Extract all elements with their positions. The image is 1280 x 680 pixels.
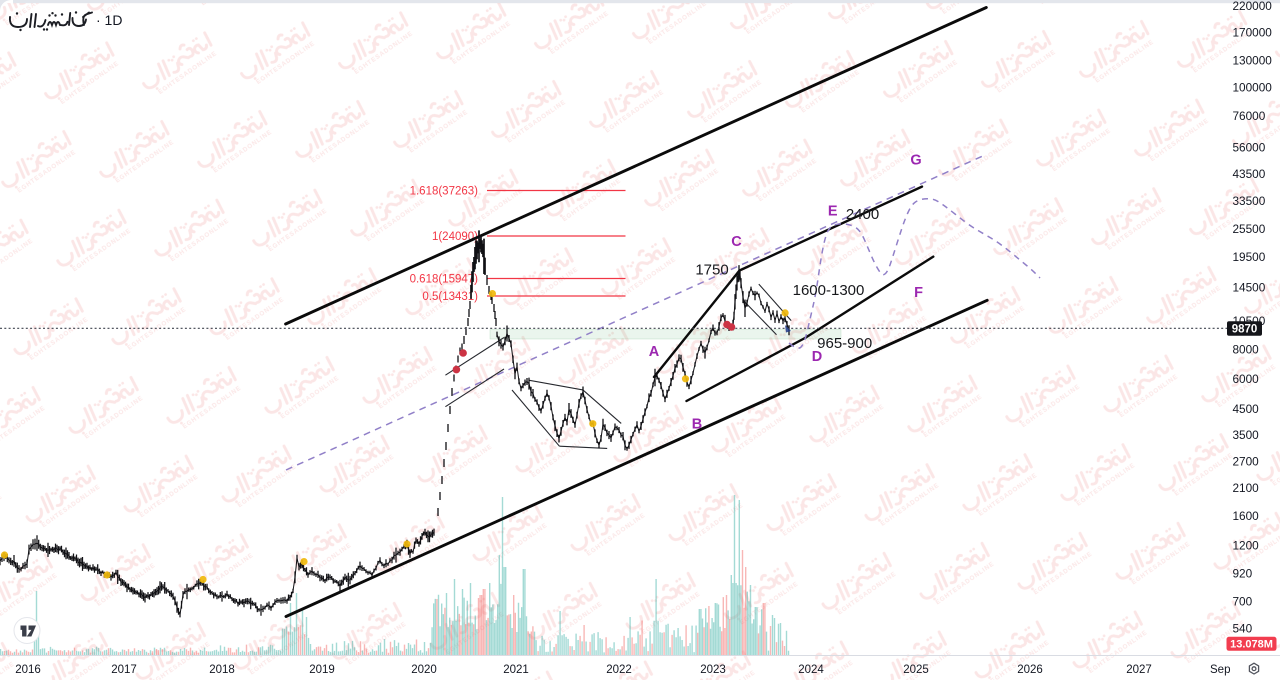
svg-text:76000: 76000: [1233, 109, 1266, 123]
svg-text:E: E: [828, 204, 838, 220]
svg-text:8000: 8000: [1233, 342, 1260, 356]
svg-text:2021: 2021: [503, 664, 529, 676]
svg-text:2016: 2016: [15, 664, 41, 676]
svg-text:1750: 1750: [695, 262, 728, 279]
svg-text:1600-1300: 1600-1300: [793, 282, 865, 299]
svg-text:A: A: [649, 344, 660, 360]
svg-text:130000: 130000: [1233, 53, 1273, 67]
svg-text:3500: 3500: [1233, 428, 1260, 442]
svg-text:2024: 2024: [798, 664, 824, 676]
svg-text:2026: 2026: [1017, 664, 1043, 676]
svg-text:9870: 9870: [1232, 323, 1258, 335]
svg-text:33500: 33500: [1233, 194, 1266, 208]
svg-text:2027: 2027: [1126, 664, 1152, 676]
svg-text:1600: 1600: [1233, 509, 1260, 523]
svg-text:2025: 2025: [903, 664, 929, 676]
svg-text:2020: 2020: [411, 664, 437, 676]
svg-text:C: C: [731, 234, 742, 250]
svg-text:2019: 2019: [309, 664, 335, 676]
svg-text:100000: 100000: [1233, 81, 1273, 95]
svg-text:0.5(13431): 0.5(13431): [422, 291, 478, 303]
svg-text:700: 700: [1233, 595, 1253, 609]
svg-text:19500: 19500: [1233, 250, 1266, 264]
svg-text:Sep: Sep: [1210, 664, 1230, 676]
svg-text:2022: 2022: [606, 664, 632, 676]
svg-text:4500: 4500: [1233, 402, 1260, 416]
svg-text:540: 540: [1233, 621, 1253, 635]
svg-text:25500: 25500: [1233, 222, 1266, 236]
svg-text:2018: 2018: [209, 664, 235, 676]
svg-text:220000: 220000: [1233, 0, 1273, 13]
svg-text:2700: 2700: [1233, 455, 1260, 469]
svg-text:1.618(37263): 1.618(37263): [410, 185, 479, 197]
svg-text:170000: 170000: [1233, 26, 1273, 40]
svg-text:56000: 56000: [1233, 141, 1266, 155]
svg-text:· 1D: · 1D: [96, 12, 122, 28]
svg-text:F: F: [914, 285, 923, 301]
svg-text:1200: 1200: [1233, 539, 1260, 553]
svg-text:965-900: 965-900: [817, 335, 872, 352]
svg-text:920: 920: [1233, 566, 1253, 580]
svg-text:2400: 2400: [846, 206, 879, 223]
svg-text:13.078M: 13.078M: [1230, 639, 1273, 651]
svg-text:D: D: [812, 349, 822, 365]
svg-text:6000: 6000: [1233, 372, 1260, 386]
svg-text:0.618(15947): 0.618(15947): [410, 273, 479, 285]
svg-text:G: G: [910, 152, 921, 168]
svg-text:2023: 2023: [700, 664, 726, 676]
svg-text:2100: 2100: [1233, 481, 1260, 495]
svg-text:43500: 43500: [1233, 167, 1266, 181]
svg-text:1(24090): 1(24090): [432, 231, 478, 243]
svg-text:B: B: [692, 417, 702, 433]
svg-text:2017: 2017: [111, 664, 137, 676]
svg-text:14500: 14500: [1233, 281, 1266, 295]
